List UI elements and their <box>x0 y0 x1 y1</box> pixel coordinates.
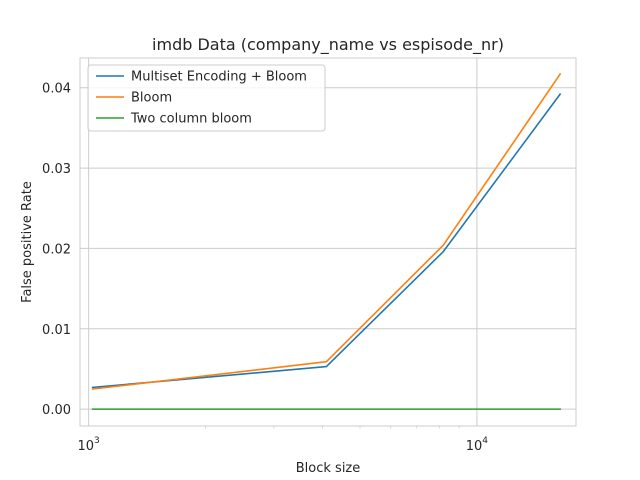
y-tick-label: 0.03 <box>42 162 71 177</box>
legend-label: Multiset Encoding + Bloom <box>131 70 307 85</box>
y-tick-label: 0.01 <box>42 323 71 338</box>
legend-box <box>87 64 326 132</box>
x-axis-label: Block size <box>296 461 361 476</box>
series-line-1 <box>91 93 562 389</box>
x-tick-label: 104 <box>466 436 489 454</box>
chart-title: imdb Data (company_name vs espisode_nr) <box>152 35 504 55</box>
y-tick-label: 0.00 <box>42 403 71 418</box>
y-tick-label: 0.04 <box>42 82 71 97</box>
series-lines <box>91 72 562 410</box>
x-tick-label: 103 <box>78 436 100 454</box>
x-axis-ticks: 103 104 <box>78 426 489 454</box>
y-axis-label: False positive Rate <box>20 181 35 303</box>
legend: Multiset Encoding + Bloom Bloom Two column… <box>87 64 326 132</box>
plot-area-frame <box>79 57 577 427</box>
y-tick-label: 0.02 <box>42 242 71 257</box>
series-line-2 <box>91 72 562 390</box>
legend-label: Two column bloom <box>130 112 252 127</box>
y-axis-ticks: 0.00 0.01 0.02 0.03 0.04 <box>42 82 71 418</box>
legend-label: Bloom <box>131 91 172 106</box>
